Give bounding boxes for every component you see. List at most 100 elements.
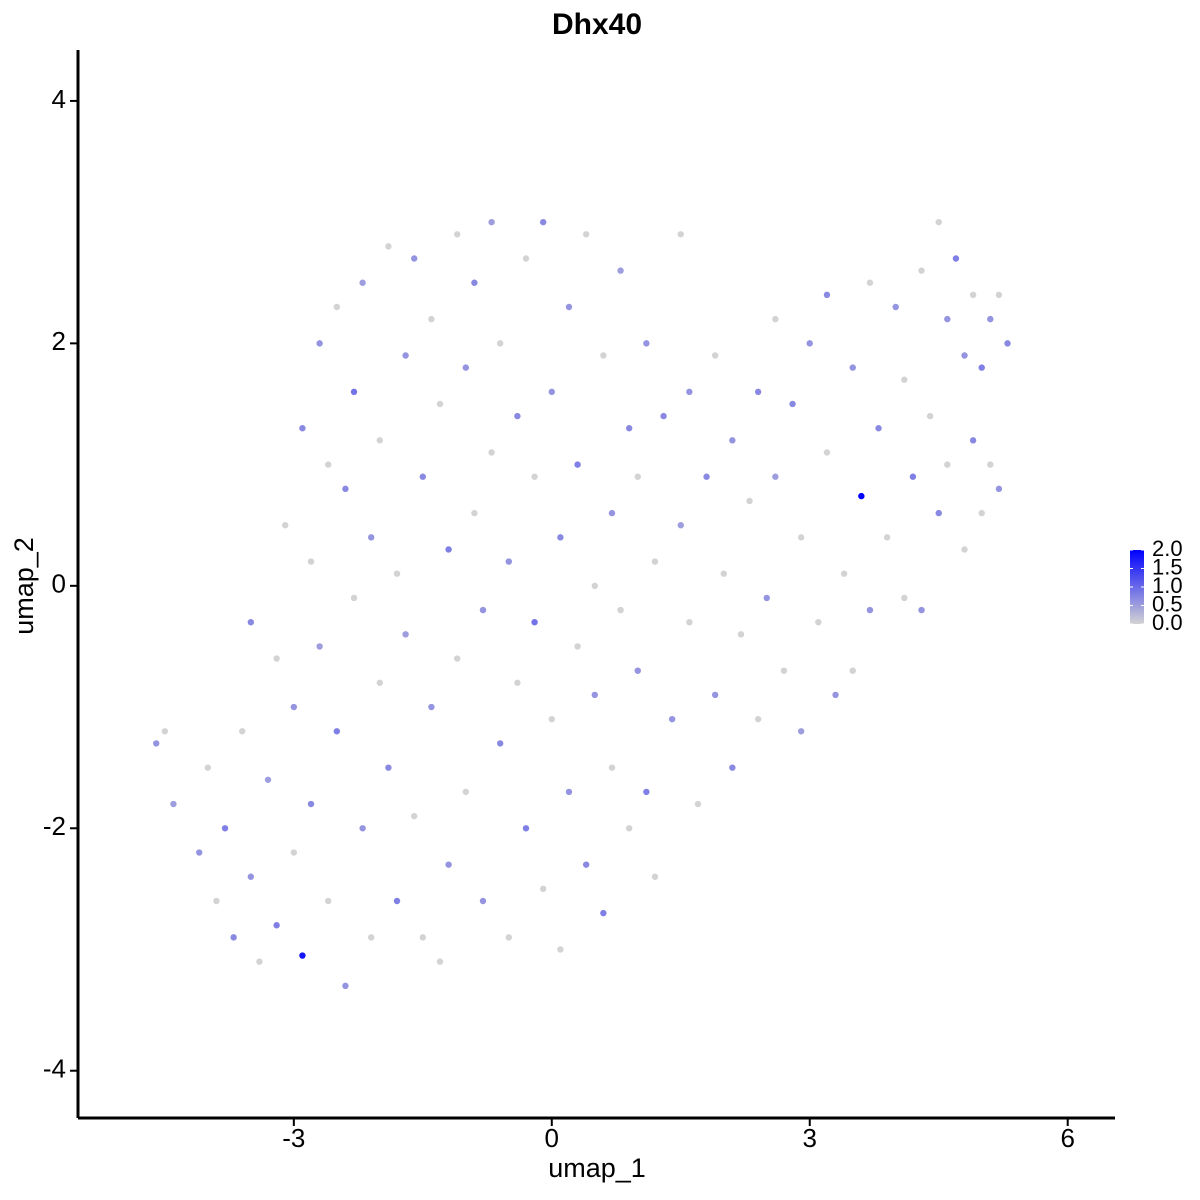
point bbox=[651, 558, 659, 565]
point bbox=[772, 315, 779, 323]
point bbox=[359, 825, 366, 832]
y-tick-label: -2 bbox=[43, 811, 66, 841]
point bbox=[514, 412, 521, 420]
point bbox=[797, 728, 805, 735]
point bbox=[479, 606, 487, 614]
point bbox=[428, 315, 435, 323]
point bbox=[875, 425, 882, 432]
point bbox=[625, 825, 633, 832]
point bbox=[574, 643, 581, 650]
point bbox=[694, 800, 702, 808]
point bbox=[393, 897, 401, 905]
x-tick-label: 3 bbox=[803, 1123, 817, 1153]
point bbox=[703, 473, 710, 480]
point bbox=[789, 400, 796, 408]
point bbox=[634, 667, 641, 674]
point bbox=[944, 315, 951, 323]
point bbox=[729, 764, 736, 771]
point bbox=[299, 952, 306, 959]
point bbox=[840, 570, 848, 577]
point bbox=[376, 679, 384, 686]
point bbox=[548, 388, 555, 396]
point bbox=[548, 715, 555, 723]
point bbox=[471, 509, 478, 517]
point bbox=[282, 522, 289, 529]
point bbox=[746, 497, 753, 505]
colorbar-label: 1.0 bbox=[1152, 573, 1183, 598]
point bbox=[797, 534, 805, 541]
point bbox=[952, 255, 960, 262]
point bbox=[686, 618, 693, 626]
point bbox=[574, 461, 581, 468]
point bbox=[325, 897, 332, 905]
point bbox=[961, 352, 968, 359]
point bbox=[978, 509, 985, 517]
point bbox=[161, 728, 169, 735]
point bbox=[488, 218, 495, 226]
point bbox=[522, 825, 530, 832]
point bbox=[454, 655, 461, 662]
point bbox=[591, 582, 598, 590]
point bbox=[505, 558, 512, 565]
point bbox=[772, 473, 779, 480]
y-tick-label: 2 bbox=[52, 326, 66, 356]
y-tick-label: 0 bbox=[52, 569, 66, 599]
point bbox=[901, 376, 908, 383]
point bbox=[522, 255, 530, 262]
point bbox=[763, 594, 770, 602]
point bbox=[582, 231, 590, 238]
point bbox=[608, 509, 616, 517]
point bbox=[496, 340, 504, 347]
y-tick-label: -4 bbox=[43, 1054, 66, 1084]
point bbox=[901, 594, 908, 602]
point bbox=[961, 546, 968, 553]
point bbox=[539, 885, 547, 893]
point bbox=[711, 352, 719, 359]
point bbox=[608, 764, 616, 771]
point bbox=[342, 485, 349, 493]
point bbox=[419, 473, 427, 480]
point bbox=[204, 764, 212, 771]
y-tick-label: 4 bbox=[52, 84, 66, 114]
point bbox=[316, 643, 323, 650]
point bbox=[866, 606, 874, 614]
point bbox=[668, 715, 676, 723]
x-axis-label: umap_1 bbox=[548, 1153, 646, 1183]
colorbar-label: 0.5 bbox=[1152, 591, 1183, 616]
point bbox=[935, 218, 942, 226]
point bbox=[350, 594, 358, 602]
point bbox=[729, 437, 736, 444]
point bbox=[823, 291, 831, 299]
point bbox=[445, 861, 452, 868]
point bbox=[376, 437, 384, 444]
point bbox=[780, 667, 788, 674]
point bbox=[402, 352, 409, 359]
point bbox=[247, 618, 255, 626]
point bbox=[557, 946, 564, 953]
point bbox=[600, 352, 607, 359]
point bbox=[909, 473, 917, 480]
point bbox=[428, 703, 435, 711]
point bbox=[213, 897, 220, 905]
point bbox=[333, 303, 341, 311]
point bbox=[737, 631, 745, 638]
point bbox=[892, 303, 899, 311]
point bbox=[806, 340, 813, 347]
point bbox=[436, 400, 444, 408]
point bbox=[987, 461, 994, 468]
point bbox=[479, 897, 487, 905]
point bbox=[686, 388, 693, 396]
point bbox=[849, 364, 856, 371]
point bbox=[247, 873, 255, 880]
point bbox=[617, 606, 624, 614]
point bbox=[918, 606, 925, 614]
point bbox=[299, 425, 306, 432]
point bbox=[350, 388, 358, 396]
point bbox=[454, 231, 461, 238]
x-tick-label: 6 bbox=[1060, 1123, 1074, 1153]
point bbox=[290, 849, 298, 856]
point bbox=[411, 255, 418, 262]
colorbar-label: 1.5 bbox=[1152, 554, 1183, 579]
point bbox=[1004, 340, 1011, 347]
